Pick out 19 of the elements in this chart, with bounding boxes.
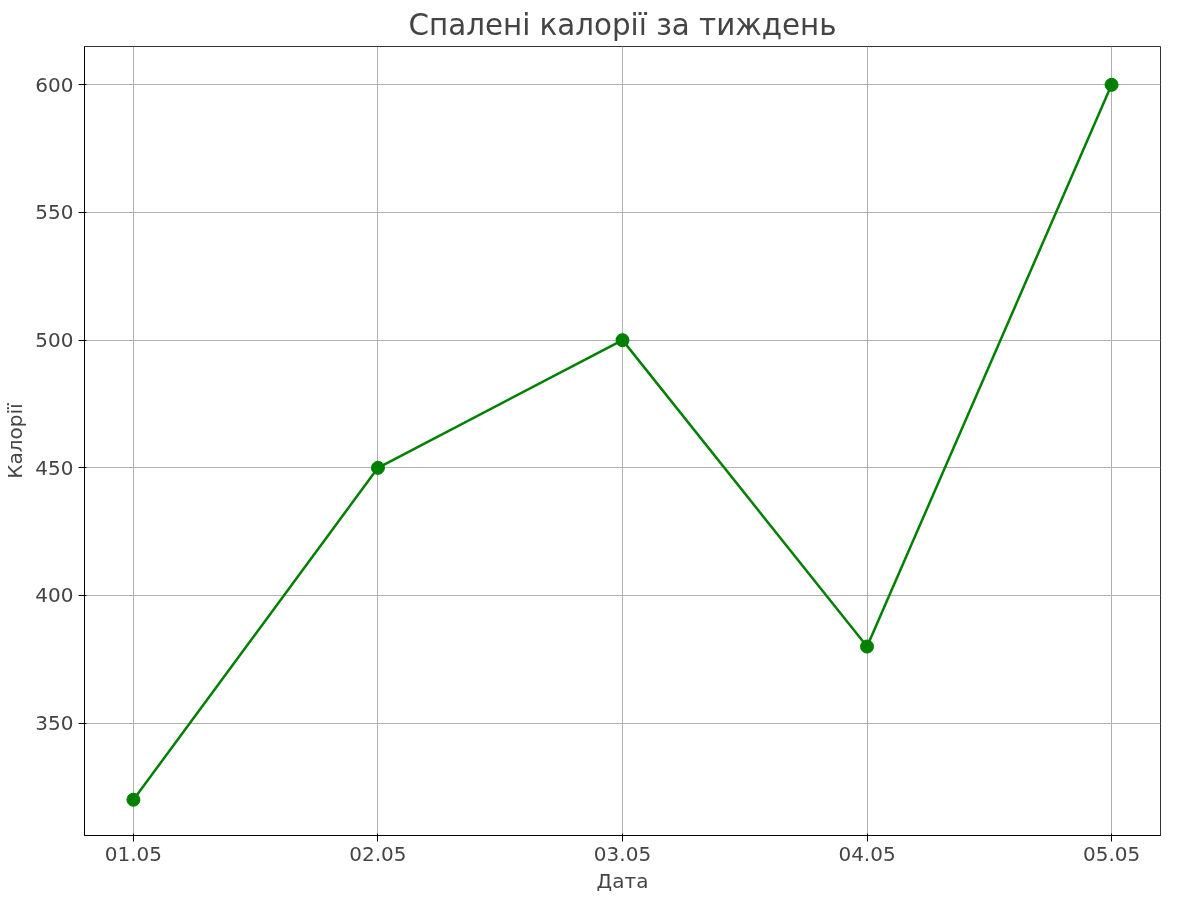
y-tick-label: 350 bbox=[35, 711, 74, 736]
y-axis-title: Калорії bbox=[3, 402, 28, 479]
y-tick-label: 500 bbox=[35, 328, 74, 353]
y-tick-label: 550 bbox=[35, 200, 74, 225]
point bbox=[860, 639, 875, 654]
x-tick-label: 02.05 bbox=[349, 841, 407, 866]
x-tick-label: 01.05 bbox=[104, 841, 163, 866]
point bbox=[370, 460, 385, 475]
x-tick-label: 04.05 bbox=[838, 841, 896, 866]
x-tick-label: 05.05 bbox=[1082, 841, 1141, 866]
y-tick-label: 600 bbox=[35, 72, 74, 97]
x-tick-label: 03.05 bbox=[593, 841, 652, 866]
chart-title: Спалені калорії за тиждень bbox=[408, 7, 837, 42]
y-tick-label: 450 bbox=[35, 455, 74, 480]
y-tick-label: 400 bbox=[35, 583, 74, 608]
point bbox=[615, 333, 630, 348]
point bbox=[1104, 77, 1119, 92]
point bbox=[126, 792, 141, 807]
x-axis-title: Дата bbox=[596, 868, 649, 893]
